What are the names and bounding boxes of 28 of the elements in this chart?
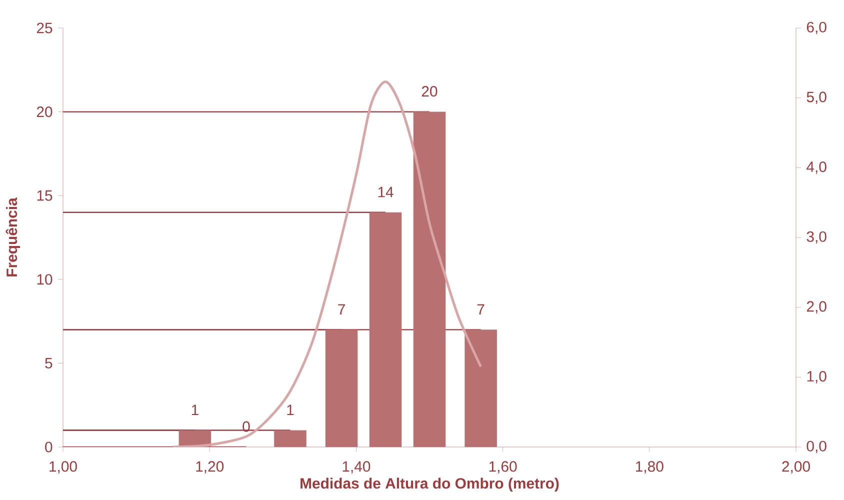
y-tick-label: 25 bbox=[36, 22, 52, 34]
y-axis-title: Frequência bbox=[6, 198, 20, 276]
y2-tick-label: 6,0 bbox=[806, 22, 826, 34]
x-tick-label: 1,80 bbox=[636, 461, 664, 474]
y2-tick-label: 1,0 bbox=[807, 370, 826, 384]
y2-tick-label: 2,0 bbox=[806, 301, 826, 314]
y-tick-label: 5 bbox=[45, 358, 52, 368]
data-label: 0 bbox=[242, 421, 250, 432]
y2-tick-label: 4,0 bbox=[806, 161, 826, 174]
y2-tick-label: 0,0 bbox=[806, 440, 826, 454]
data-label: 14 bbox=[378, 186, 394, 198]
y-tick-label: 0 bbox=[45, 442, 52, 452]
data-label: 7 bbox=[338, 304, 345, 314]
x-tick-label: 1,60 bbox=[489, 461, 517, 474]
x-tick-label: 2,00 bbox=[782, 461, 810, 474]
data-label: 20 bbox=[422, 86, 438, 97]
x-axis-title: Medidas de Altura do Ombro (metro) bbox=[300, 478, 559, 492]
data-label: 1 bbox=[287, 404, 294, 416]
y-tick-label: 20 bbox=[36, 106, 52, 118]
x-tick-label: 1,00 bbox=[50, 461, 77, 474]
x-tick-label: 1,40 bbox=[342, 461, 370, 474]
y-tick-label: 15 bbox=[37, 190, 52, 201]
y2-tick-label: 5,0 bbox=[806, 92, 826, 104]
y2-tick-label: 3,0 bbox=[806, 231, 826, 244]
x-tick-label: 1,20 bbox=[196, 461, 224, 474]
data-label: 1 bbox=[192, 404, 198, 416]
data-label: 7 bbox=[477, 304, 484, 314]
y-tick-label: 10 bbox=[37, 274, 52, 285]
